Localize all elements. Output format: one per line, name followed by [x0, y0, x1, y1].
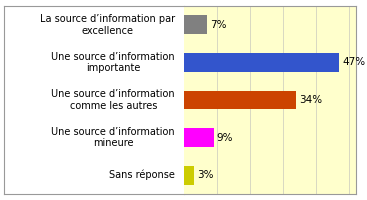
- Bar: [184, 91, 297, 109]
- Text: 34%: 34%: [299, 95, 322, 105]
- Text: Sans réponse: Sans réponse: [109, 170, 175, 180]
- Text: 47%: 47%: [342, 57, 365, 67]
- Bar: [184, 128, 214, 147]
- Text: La source d’information par
excellence: La source d’information par excellence: [40, 14, 175, 36]
- Bar: [184, 166, 194, 185]
- Text: Une source d’information
importante: Une source d’information importante: [51, 52, 175, 73]
- Text: 3%: 3%: [197, 170, 213, 180]
- Bar: [184, 53, 339, 72]
- Text: Une source d’information
mineure: Une source d’information mineure: [51, 127, 175, 148]
- Text: 9%: 9%: [217, 133, 233, 143]
- Bar: [184, 15, 207, 34]
- Text: Une source d’information
comme les autres: Une source d’information comme les autre…: [51, 89, 175, 111]
- Text: 7%: 7%: [210, 20, 226, 30]
